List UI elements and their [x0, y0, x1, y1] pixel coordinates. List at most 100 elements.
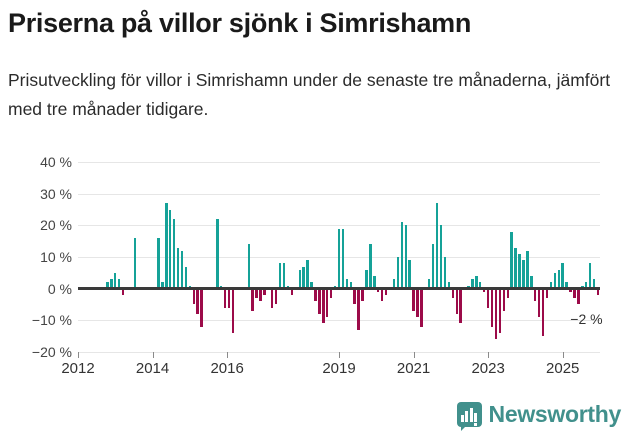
x-axis-label: 2019	[322, 360, 356, 377]
bar	[471, 279, 474, 289]
bar	[549, 282, 553, 289]
bar	[569, 288, 572, 292]
bar	[169, 209, 172, 289]
bar	[443, 257, 447, 289]
zero-line	[78, 287, 600, 290]
bar	[302, 266, 305, 289]
gridline	[78, 193, 600, 195]
bar	[412, 288, 415, 311]
brand-footer: Newsworthy	[456, 397, 622, 431]
plot-area: −2 %	[78, 162, 603, 353]
bar-chart: 40 % 30 % 20 % 10 % 0 % −10 % −20 % −2 % 2012 2…	[0, 152, 631, 392]
bar	[326, 288, 329, 318]
bar	[573, 288, 576, 299]
bar	[157, 238, 160, 289]
bar	[447, 282, 451, 289]
bar	[251, 288, 254, 311]
bar	[514, 247, 517, 289]
bar	[431, 244, 435, 289]
bar	[459, 288, 462, 324]
y-axis-label: 40 %	[40, 154, 72, 170]
bar	[561, 263, 564, 289]
bar	[180, 250, 184, 289]
bar	[310, 282, 313, 289]
gridline	[78, 225, 600, 227]
bar	[278, 263, 282, 289]
bar	[184, 266, 188, 289]
brand-name: Newsworthy	[488, 400, 622, 427]
bar	[588, 263, 592, 289]
y-axis-label: 10 %	[40, 249, 72, 265]
bar	[416, 288, 419, 318]
bar	[176, 247, 180, 289]
x-axis-label: 2016	[210, 360, 244, 377]
logo-bar-1	[460, 414, 464, 422]
bar	[200, 288, 203, 327]
x-axis-tick	[152, 352, 154, 358]
y-axis-label: −10 %	[31, 312, 72, 329]
bar	[498, 288, 502, 333]
bar	[117, 279, 121, 289]
bar	[357, 288, 360, 330]
bar	[486, 288, 490, 308]
bar	[467, 285, 470, 289]
bar	[428, 279, 431, 289]
bar	[329, 288, 333, 299]
bar	[400, 222, 403, 289]
bar	[545, 288, 549, 299]
bar	[286, 285, 290, 289]
x-axis-label: 2014	[135, 360, 170, 377]
bar	[475, 276, 478, 289]
bar	[526, 250, 529, 289]
page-title: Priserna på villor sjönk i Simrishamn	[8, 8, 472, 38]
bar	[259, 288, 262, 302]
gridline	[78, 162, 600, 163]
bar	[534, 288, 537, 302]
bar	[196, 288, 199, 314]
bar	[349, 282, 352, 289]
bar	[247, 244, 250, 289]
bar	[518, 253, 521, 289]
bar	[282, 263, 286, 289]
x-axis-tick	[227, 352, 229, 358]
x-axis-tick	[339, 352, 340, 358]
bar	[365, 269, 368, 289]
y-axis-label: 30 %	[40, 185, 72, 202]
bar	[231, 288, 235, 333]
bar	[188, 285, 192, 289]
logo-bar-2	[465, 410, 469, 422]
bar	[506, 288, 509, 299]
bar	[274, 288, 278, 305]
bar	[530, 276, 533, 289]
x-axis-tick	[78, 352, 79, 358]
bar	[306, 260, 309, 289]
bar	[490, 288, 494, 327]
bar	[271, 288, 274, 308]
bar-chart-speech-bubble-icon	[456, 401, 482, 431]
bar	[172, 219, 176, 289]
y-axis-label: −20 %	[31, 344, 72, 360]
x-axis: 2012 2014 2016 2019 2021 2023 2025	[61, 352, 600, 392]
bar	[510, 231, 513, 289]
gridline	[78, 320, 600, 322]
x-axis-tick	[562, 352, 564, 358]
bar	[592, 279, 596, 289]
x-axis-tick	[413, 352, 415, 358]
bar	[341, 228, 345, 289]
bar	[353, 288, 356, 305]
bar	[557, 269, 560, 289]
bar	[581, 285, 584, 289]
bar	[420, 288, 423, 327]
bar	[479, 282, 482, 289]
bar	[314, 288, 317, 302]
y-axis-ticks: 40 % 30 % 20 % 10 % 0 % −10 % −20 %	[0, 155, 72, 359]
bar	[121, 288, 125, 295]
bar	[451, 288, 455, 299]
bar	[318, 288, 321, 314]
bar	[333, 285, 337, 289]
bar	[494, 288, 498, 340]
bar	[373, 276, 376, 289]
x-axis-label: 2021	[396, 360, 431, 377]
bar	[380, 288, 384, 302]
